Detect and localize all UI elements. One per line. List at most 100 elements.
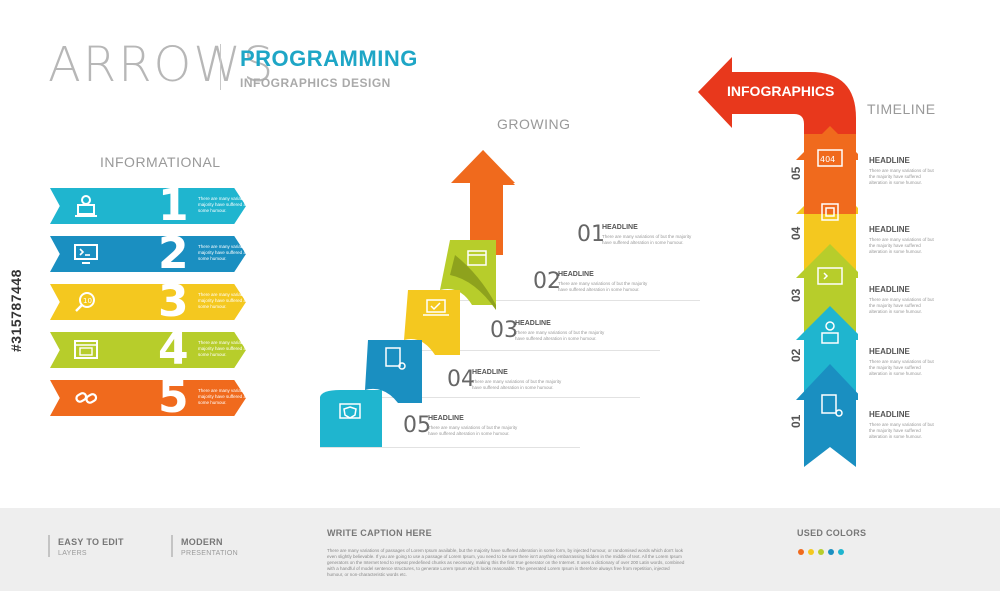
- guide-line: [440, 300, 700, 301]
- guide-line: [360, 397, 640, 398]
- stock-id: #315787448: [8, 269, 24, 352]
- step-text: There are many variations of but the maj…: [602, 234, 692, 245]
- info-number: 4: [158, 324, 189, 375]
- timeline-text: There are many variations of but the maj…: [869, 237, 934, 254]
- topic-title: PROGRAMMING: [240, 46, 418, 71]
- step-4-block: [365, 340, 422, 403]
- step-text: There are many variations of but the maj…: [558, 281, 648, 292]
- title-divider: [220, 44, 221, 90]
- info-band: [50, 380, 246, 416]
- code-file-icon: [821, 394, 843, 417]
- footer-divider: [48, 535, 50, 557]
- info-text: There are many variations of but the maj…: [198, 388, 271, 405]
- shield-monitor-icon: [339, 403, 361, 419]
- info-item: 5 There are many variations of but the m…: [50, 374, 270, 422]
- timeline-title: TIMELINE: [867, 101, 936, 117]
- main-title: ARROWS: [48, 37, 276, 93]
- footer-easy-sub: LAYERS: [58, 550, 87, 557]
- info-band: [50, 332, 246, 368]
- timeline-number: 02: [789, 348, 803, 362]
- broken-link-icon: [64, 384, 108, 412]
- informational-title: INFORMATIONAL: [100, 154, 221, 170]
- color-swatch: [838, 549, 844, 555]
- step-headline: HEADLINE: [602, 224, 638, 231]
- color-swatch: [798, 549, 804, 555]
- timeline-number: 05: [789, 166, 803, 180]
- info-text: There are many variations of but the maj…: [198, 292, 271, 309]
- timeline-headline: HEADLINE: [869, 347, 910, 356]
- banner-arrow: [698, 57, 856, 142]
- step-text: There are many variations of but the maj…: [515, 330, 605, 341]
- timeline-headline: HEADLINE: [869, 410, 910, 419]
- guide-line: [400, 350, 660, 351]
- timeline-number: 04: [789, 226, 803, 240]
- step-number: 05: [403, 413, 431, 438]
- laptop-check-icon: [423, 299, 449, 316]
- chef-laptop-icon: [64, 192, 108, 220]
- step-number: 03: [490, 318, 518, 343]
- timeline-banner-label: INFOGRAPHICS: [727, 83, 835, 99]
- step-number: 04: [447, 367, 475, 392]
- code-file-gear-icon: [385, 347, 406, 370]
- info-number: 5: [158, 372, 189, 423]
- step-number: 01: [577, 222, 605, 247]
- timeline-text: There are many variations of but the maj…: [869, 359, 934, 376]
- step-text: There are many variations of but the maj…: [472, 379, 562, 390]
- web-layout-icon: [467, 250, 487, 266]
- magnifier-binary-icon: 10: [64, 288, 108, 316]
- info-number: 3: [158, 276, 189, 327]
- step-1-arrow: [451, 150, 515, 255]
- info-item: 1 There are many variations of but the m…: [50, 182, 270, 230]
- browser-window-icon: [64, 336, 108, 364]
- timeline-text: There are many variations of but the maj…: [869, 297, 934, 314]
- caption-text: There are many variations of passages of…: [327, 548, 685, 577]
- timeline-headline: HEADLINE: [869, 225, 910, 234]
- info-number: 2: [158, 228, 189, 279]
- code-window-icon: [817, 267, 843, 285]
- developer-user-icon: [821, 321, 839, 344]
- footer-modern-sub: PRESENTATION: [181, 550, 239, 557]
- growing-staircase: CSS: [320, 150, 524, 447]
- timeline-number: 03: [789, 288, 803, 302]
- timeline-headline: HEADLINE: [869, 156, 910, 165]
- error-404-icon: 404: [817, 149, 843, 167]
- info-item: 10 3 There are many variations of but th…: [50, 278, 270, 326]
- info-band: [50, 236, 246, 272]
- caption-title: WRITE CAPTION HERE: [327, 528, 432, 538]
- timeline-headline: HEADLINE: [869, 285, 910, 294]
- step-text: There are many variations of but the maj…: [428, 425, 518, 436]
- used-colors-title: USED COLORS: [797, 528, 867, 538]
- svg-text:404: 404: [820, 155, 835, 164]
- footer-easy-title: EASY TO EDIT: [58, 537, 124, 547]
- info-number: 1: [158, 180, 189, 231]
- svg-text:CSS: CSS: [511, 203, 523, 210]
- info-text: There are many variations of but the maj…: [198, 244, 271, 261]
- step-headline: HEADLINE: [428, 415, 464, 422]
- timeline-arrow: 404: [698, 57, 858, 467]
- color-swatch: [818, 549, 824, 555]
- subtitle: INFOGRAPHICS DESIGN: [240, 76, 391, 90]
- info-band: [50, 284, 246, 320]
- footer-modern-title: MODERN: [181, 537, 223, 547]
- growing-title: GROWING: [497, 116, 571, 132]
- color-swatch: [808, 549, 814, 555]
- guide-line: [320, 447, 580, 448]
- timeline-text: There are many variations of but the maj…: [869, 422, 934, 439]
- step-headline: HEADLINE: [558, 271, 594, 278]
- timeline-text: There are many variations of but the maj…: [869, 168, 934, 185]
- color-swatch: [828, 549, 834, 555]
- css-file-icon: CSS: [508, 192, 524, 212]
- svg-text:10: 10: [83, 297, 92, 305]
- footer-divider: [171, 535, 173, 557]
- step-headline: HEADLINE: [515, 320, 551, 327]
- info-text: There are many variations of but the maj…: [198, 340, 271, 357]
- step-headline: HEADLINE: [472, 369, 508, 376]
- timeline-number: 01: [789, 414, 803, 428]
- step-3-block: [404, 290, 460, 355]
- info-item: 4 There are many variations of but the m…: [50, 326, 270, 374]
- info-text: There are many variations of but the maj…: [198, 196, 271, 213]
- step-number: 02: [533, 269, 561, 294]
- info-item: 2 There are many variations of but the m…: [50, 230, 270, 278]
- chip-icon: [821, 203, 839, 221]
- monitor-terminal-icon: [64, 240, 108, 268]
